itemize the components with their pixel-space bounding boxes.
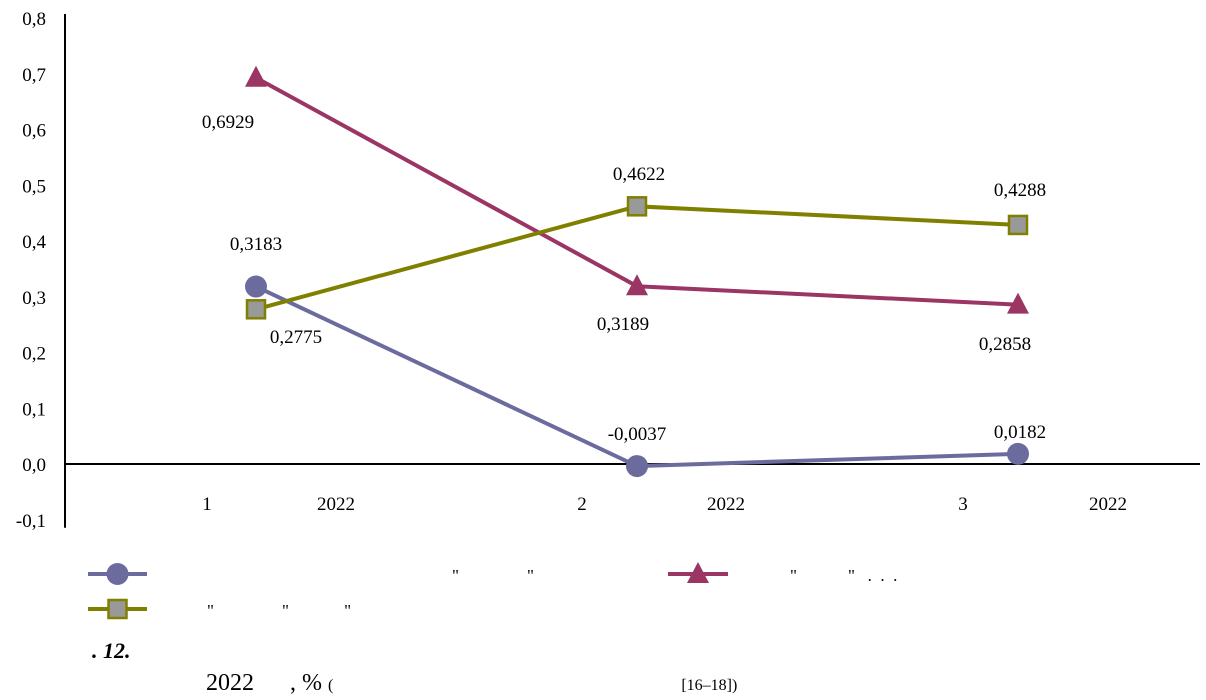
data-point-circle [626,455,648,478]
y-tick-label: 0,3 [22,288,46,309]
caption-year: 2022 [206,670,254,696]
legend-item-triangle: " " . . . [668,562,897,585]
x-category-year: 2022 [317,494,355,515]
x-category-year: 2022 [1089,494,1127,515]
data-point-square [245,299,267,320]
data-label-circle: -0,0037 [608,424,667,445]
legend-label: " " " [207,601,351,620]
y-tick-label: 0,7 [22,65,46,86]
data-label-circle: 0,3183 [230,234,282,255]
figure-caption: 2022 , % ( [16–18]) [206,670,737,697]
legend-label: " " . . . [790,566,897,585]
data-label-circle: 0,0182 [994,422,1046,443]
legend-marker-circle-icon [106,563,129,585]
caption-unit: , % [290,670,322,696]
y-tick-label: -0,1 [16,511,46,532]
legend: " " " " . . . " " " [88,562,897,620]
axes: -0,1 0,0 0,1 0,2 0,3 0,4 0,5 0,6 0,7 0,8 1 2022 2 202… [16,9,1200,532]
caption-reference: [16–18]) [681,677,738,694]
data-point-square [626,196,648,217]
data-point-circle [245,275,267,298]
data-label-square: 0,2775 [270,327,322,348]
y-tick-label: 0,5 [22,176,46,197]
data-point-square [1007,214,1029,236]
y-tick-label: 0,4 [22,232,46,253]
x-category-number: 2 [577,494,587,515]
data-point-triangle [626,274,648,296]
data-labels-layer: 0,3183 -0,0037 0,0182 0,6929 0,3189 0,2858 0,2… [202,112,1046,445]
legend-marker-triangle-icon [687,562,709,583]
caption-paren: ( [328,677,334,694]
y-tick-label: 0,1 [22,399,46,420]
figure-number: . 12. [92,638,131,663]
y-tick-label: 0,8 [22,9,46,30]
x-category-number: 1 [202,494,212,515]
x-category-year: 2022 [707,494,745,515]
legend-item-square: " " " [88,598,351,620]
y-tick-label: 0,6 [22,121,46,142]
data-label-triangle: 0,6929 [202,112,254,133]
data-label-square: 0,4622 [613,164,665,185]
series-line-triangle [255,75,1019,307]
data-point-triangle [1007,292,1029,314]
series-layer [245,65,1029,478]
data-point-circle [1007,442,1029,465]
data-label-triangle: 0,3189 [597,314,649,335]
data-label-square: 0,4288 [994,180,1046,201]
legend-item-circle: " " [88,563,534,585]
data-point-triangle [245,65,267,87]
legend-marker-square-icon [107,598,128,620]
y-tick-label: 0,2 [22,344,46,365]
legend-label: " " [452,566,534,585]
y-tick-label: 0,0 [22,455,46,476]
x-category-number: 3 [958,494,968,515]
data-label-triangle: 0,2858 [979,334,1031,355]
